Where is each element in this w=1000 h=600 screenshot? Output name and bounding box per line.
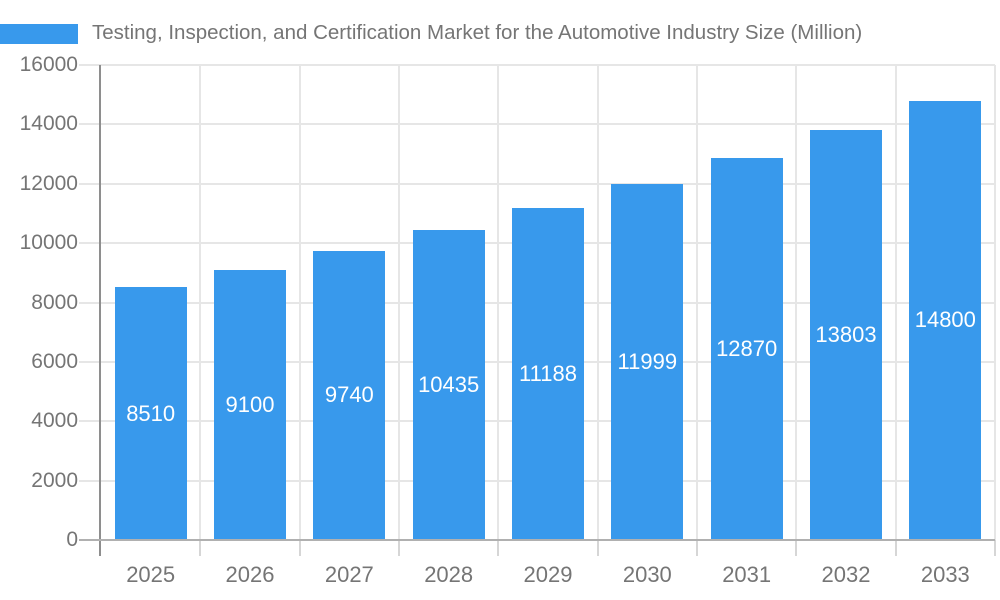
x-axis-line: [79, 539, 995, 541]
x-axis-tick: [696, 540, 698, 556]
chart-title: Testing, Inspection, and Certification M…: [92, 21, 863, 44]
y-axis-label: 14000: [19, 112, 78, 136]
x-axis-tick: [795, 540, 798, 556]
gridline-vertical: [497, 65, 500, 540]
bar[interactable]: [313, 250, 386, 540]
bar[interactable]: [710, 157, 783, 540]
y-axis-label: 0: [66, 528, 78, 551]
x-axis-label: 2028: [424, 562, 474, 587]
y-axis-line: [99, 65, 101, 556]
bar[interactable]: [611, 183, 684, 540]
bar-value-label: 10435: [418, 372, 480, 398]
x-axis-label: 2033: [920, 562, 970, 587]
gridline-horizontal: [101, 182, 995, 185]
x-axis-tick: [894, 540, 897, 556]
bar[interactable]: [810, 130, 882, 540]
x-axis-label: 2027: [324, 562, 374, 587]
bar-value-label: 8510: [126, 400, 176, 426]
gridline-vertical: [298, 65, 301, 540]
x-axis-label: 2030: [622, 562, 672, 587]
x-axis-tick: [398, 540, 400, 556]
gridline-vertical: [398, 65, 400, 540]
bar-value-label: 9740: [324, 382, 374, 408]
y-axis-tick: [79, 420, 101, 423]
y-axis-tick: [79, 242, 101, 245]
gridline-vertical: [994, 65, 996, 540]
y-axis-tick: [79, 479, 101, 482]
x-axis-tick: [497, 540, 500, 556]
y-axis-tick: [79, 123, 101, 126]
bar-value-label: 11188: [519, 360, 577, 386]
bar[interactable]: [214, 269, 286, 540]
x-axis-label: 2032: [821, 562, 871, 587]
x-axis-tick: [199, 540, 202, 556]
x-axis-label: 2029: [523, 562, 573, 587]
y-axis-label: 6000: [31, 349, 78, 373]
x-axis-tick: [298, 540, 301, 556]
y-axis-tick: [79, 64, 101, 66]
x-axis-label: 2025: [126, 562, 176, 587]
bar-value-label: 14800: [914, 307, 976, 333]
y-axis-tick: [79, 182, 101, 185]
gridline-vertical: [596, 65, 599, 540]
series-color-swatch: [0, 24, 78, 44]
gridline-vertical: [795, 65, 798, 540]
bar-value-label: 11999: [617, 348, 678, 374]
gridline-vertical: [199, 65, 202, 540]
bar-value-label: 9100: [225, 391, 275, 417]
y-axis-label: 4000: [31, 409, 78, 433]
y-axis-tick: [79, 301, 101, 304]
x-axis-label: 2026: [225, 562, 275, 587]
y-axis-label: 8000: [31, 290, 78, 314]
x-axis-tick: [994, 540, 996, 556]
gridline-horizontal: [101, 123, 995, 126]
y-axis-label: 16000: [19, 53, 78, 76]
bar-value-label: 13803: [815, 322, 877, 348]
y-axis-tick: [79, 360, 101, 363]
y-axis-label: 2000: [31, 468, 78, 492]
gridline-vertical: [696, 65, 698, 540]
x-axis-label: 2031: [722, 562, 772, 587]
bar[interactable]: [412, 230, 485, 540]
y-axis-label: 10000: [19, 231, 78, 255]
gridline-horizontal: [101, 64, 995, 66]
y-axis-label: 12000: [19, 171, 78, 195]
bar-value-label: 12870: [716, 335, 778, 361]
x-axis-tick: [596, 540, 599, 556]
bar[interactable]: [512, 207, 584, 540]
gridline-vertical: [894, 65, 897, 540]
bar[interactable]: [114, 287, 187, 540]
bar[interactable]: [909, 100, 982, 540]
